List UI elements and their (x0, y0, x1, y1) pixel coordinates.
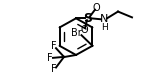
Text: F: F (47, 53, 53, 63)
Text: S: S (84, 12, 93, 25)
Text: F: F (51, 41, 57, 51)
Text: Br: Br (71, 28, 82, 38)
Text: N: N (100, 14, 108, 24)
Text: O: O (92, 3, 100, 13)
Text: H: H (102, 23, 108, 32)
Text: F: F (51, 64, 57, 74)
Text: O: O (80, 25, 88, 35)
